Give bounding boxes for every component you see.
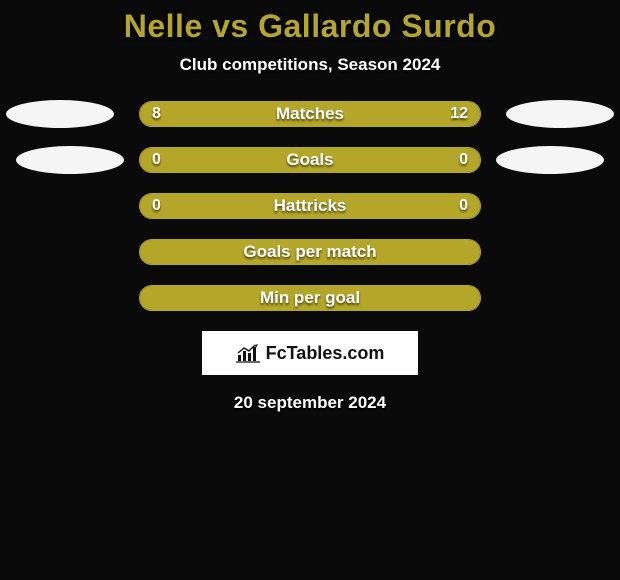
stats-rows: 8 Matches 12 0 Goals 0 0 Hattricks 0 (0, 101, 620, 311)
stat-bar: Goals per match (139, 239, 481, 265)
stat-row-mpg: Min per goal (0, 285, 620, 311)
stat-label: Goals per match (243, 242, 376, 262)
brand-text: FcTables.com (266, 343, 385, 364)
stat-row-matches: 8 Matches 12 (0, 101, 620, 127)
stat-row-goals: 0 Goals 0 (0, 147, 620, 173)
page-title: Nelle vs Gallardo Surdo (124, 8, 497, 45)
stat-row-gpm: Goals per match (0, 239, 620, 265)
stat-row-hattricks: 0 Hattricks 0 (0, 193, 620, 219)
comparison-widget: Nelle vs Gallardo Surdo Club competition… (0, 0, 620, 413)
stat-value-right: 0 (459, 197, 468, 215)
stat-label: Min per goal (260, 288, 360, 308)
stat-value-left: 0 (152, 151, 161, 169)
stat-value-right: 0 (459, 151, 468, 169)
stat-value-right: 12 (450, 105, 468, 123)
stat-bar: Min per goal (139, 285, 481, 311)
page-subtitle: Club competitions, Season 2024 (180, 55, 441, 75)
stat-value-left: 8 (152, 105, 161, 123)
stat-label: Hattricks (274, 196, 347, 216)
stat-label: Goals (286, 150, 333, 170)
stat-bar: 8 Matches 12 (139, 101, 481, 127)
stat-value-left: 0 (152, 197, 161, 215)
stat-bar: 0 Goals 0 (139, 147, 481, 173)
stat-label: Matches (276, 104, 344, 124)
generated-date: 20 september 2024 (234, 393, 386, 413)
brand-logo[interactable]: FcTables.com (202, 331, 418, 375)
stat-bar: 0 Hattricks 0 (139, 193, 481, 219)
bar-chart-icon (236, 343, 262, 363)
